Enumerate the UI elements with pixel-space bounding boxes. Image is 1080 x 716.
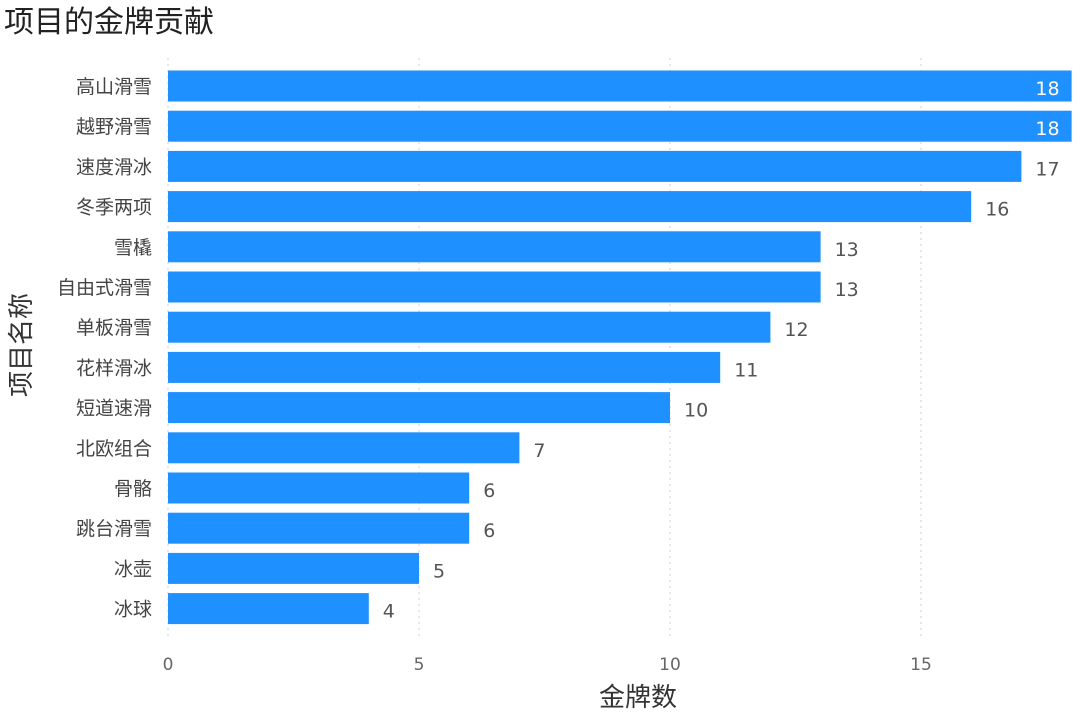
bar — [168, 351, 721, 383]
bar — [168, 472, 470, 504]
chart-title: 项目的金牌贡献 — [4, 5, 214, 40]
bar — [168, 150, 1022, 182]
category-label: 冰壶 — [114, 558, 152, 580]
value-label: 10 — [684, 400, 708, 422]
x-axis-title: 金牌数 — [599, 683, 677, 713]
x-tick-label: 10 — [659, 655, 681, 675]
value-label: 16 — [985, 199, 1009, 221]
value-label: 18 — [1035, 118, 1059, 140]
value-label: 11 — [734, 359, 758, 381]
grid-lines — [167, 58, 922, 640]
value-label: 13 — [835, 239, 859, 261]
category-labels: 高山滑雪越野滑雪速度滑冰冬季两项雪橇自由式滑雪单板滑雪花样滑冰短道速滑北欧组合骨… — [57, 76, 152, 621]
category-label: 高山滑雪 — [76, 76, 152, 98]
bar — [168, 552, 419, 584]
bar — [168, 432, 520, 464]
bar — [168, 110, 1072, 142]
x-tick-label: 5 — [414, 655, 425, 675]
value-label: 5 — [433, 560, 445, 582]
category-label: 短道速滑 — [76, 398, 152, 420]
bar — [168, 512, 470, 544]
x-tick-label: 15 — [910, 655, 932, 675]
category-label: 冰球 — [114, 599, 152, 621]
value-labels: 18 18 17 16 13 13 12 11 10 7 6 6 5 4 — [383, 78, 1060, 623]
x-tick-labels: 0 5 10 15 — [163, 655, 932, 675]
value-label: 17 — [1035, 158, 1059, 180]
category-label: 越野滑雪 — [76, 116, 152, 138]
category-label: 自由式滑雪 — [57, 277, 152, 299]
bar — [168, 271, 821, 303]
value-label: 12 — [784, 319, 808, 341]
category-label: 速度滑冰 — [76, 156, 152, 178]
bar — [168, 593, 369, 625]
bar — [168, 392, 670, 424]
category-label: 单板滑雪 — [76, 317, 152, 339]
value-label: 7 — [533, 440, 545, 462]
bars — [168, 70, 1072, 625]
value-label: 4 — [383, 601, 395, 623]
category-label: 骨骼 — [114, 478, 152, 500]
bar — [168, 311, 771, 343]
bar — [168, 191, 972, 223]
bar — [168, 70, 1072, 102]
category-label: 北欧组合 — [76, 438, 152, 460]
x-tick-label: 0 — [163, 655, 174, 675]
value-label: 6 — [483, 480, 495, 502]
category-label: 雪橇 — [114, 237, 152, 259]
y-axis-title: 项目名称 — [7, 293, 37, 397]
category-label: 花样滑冰 — [76, 357, 152, 379]
category-label: 跳台滑雪 — [76, 518, 152, 540]
value-label: 6 — [483, 520, 495, 542]
category-label: 冬季两项 — [76, 197, 152, 219]
bar — [168, 231, 821, 263]
value-label: 13 — [835, 279, 859, 301]
value-label: 18 — [1035, 78, 1059, 100]
